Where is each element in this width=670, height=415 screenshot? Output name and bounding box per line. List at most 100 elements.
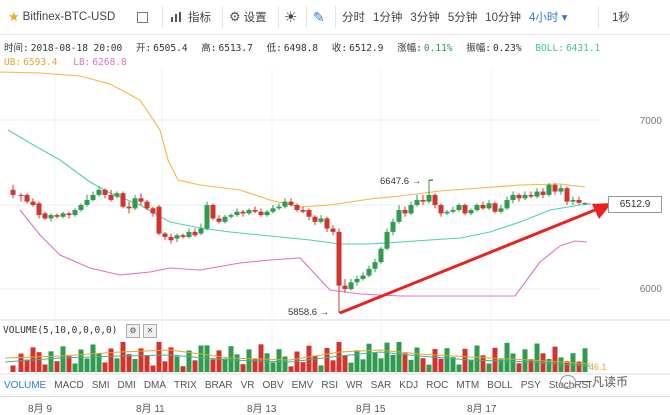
- volume-bar: [336, 342, 342, 372]
- volume-bar: [516, 363, 522, 372]
- volume-bar: [444, 348, 450, 372]
- period-tabs: 分时 1分钟 3分钟 5分钟 10分钟 4小时 ▾: [338, 0, 571, 34]
- indicator-tab[interactable]: SMI: [91, 379, 110, 391]
- candle-body: [510, 194, 516, 200]
- volume-bar: [300, 362, 306, 372]
- volume-ma-line: [4, 351, 591, 367]
- volume-bar: [384, 342, 390, 372]
- candle-body: [258, 211, 264, 216]
- period-tab[interactable]: 5分钟: [447, 12, 478, 24]
- candle-body: [276, 206, 282, 209]
- indicator-tab[interactable]: DMI: [117, 379, 136, 391]
- lower-band-line: [19, 209, 588, 297]
- candle-body: [432, 194, 438, 205]
- volume-bar: [264, 353, 270, 372]
- candle-body: [558, 188, 564, 192]
- volume-bar: [180, 366, 186, 372]
- candle-body: [576, 199, 582, 203]
- volume-bar: [198, 345, 204, 372]
- candle-body: [66, 213, 72, 216]
- candle-body: [492, 203, 498, 212]
- candle-body: [108, 194, 114, 200]
- indicator-tab[interactable]: RSI: [321, 379, 338, 391]
- candle-body: [456, 205, 462, 211]
- candle-body: [162, 233, 168, 237]
- indicator-tab[interactable]: OBV: [262, 379, 284, 391]
- period-tab[interactable]: 分时: [342, 12, 365, 24]
- candle-body: [18, 194, 24, 196]
- volume-bar: [498, 359, 504, 372]
- volume-bar: [432, 349, 438, 372]
- candle-body: [402, 210, 408, 214]
- indicator-tab[interactable]: MTM: [456, 379, 480, 391]
- settings-button[interactable]: ⚙ 设置: [229, 0, 267, 34]
- indicator-tab[interactable]: EMV: [291, 379, 314, 391]
- boll-label: BOLL:: [535, 43, 564, 54]
- candle-body: [24, 194, 30, 202]
- x-label: 8月 15: [356, 404, 386, 415]
- indicator-button[interactable]: 指标: [170, 0, 211, 34]
- volume-value: 46.1: [589, 362, 607, 372]
- volume-bar: [132, 359, 138, 372]
- indicator-tab[interactable]: MACD: [54, 379, 84, 391]
- candle-body: [390, 221, 396, 232]
- volume-bar: [576, 361, 582, 372]
- volume-bar: [396, 342, 402, 372]
- close-icon[interactable]: ✕: [143, 324, 157, 338]
- volume-bar: [270, 362, 276, 372]
- indicator-tab[interactable]: VOLUME: [4, 379, 47, 391]
- lb-label: LB:: [73, 57, 91, 68]
- theme-toggle[interactable]: ☀: [284, 0, 297, 34]
- draw-tool-button[interactable]: ✎: [313, 0, 325, 34]
- volume-bar: [90, 344, 96, 372]
- indicator-tab[interactable]: KDJ: [399, 379, 419, 391]
- volume-bar: [216, 350, 222, 372]
- change-value: 0.11%: [423, 43, 453, 54]
- interval-selector[interactable]: 1秒: [612, 0, 630, 34]
- indicator-tab[interactable]: VR: [240, 379, 255, 391]
- candle-body: [420, 199, 426, 202]
- candle-body: [348, 282, 354, 289]
- candle-body: [336, 231, 342, 286]
- candle-body: [282, 201, 288, 207]
- star-icon[interactable]: ★: [8, 9, 20, 24]
- period-tab[interactable]: 3分钟: [410, 12, 440, 24]
- amp-value: 0.23%: [492, 43, 522, 54]
- candle-body: [450, 210, 456, 212]
- volume-bar: [120, 342, 126, 372]
- volume-label: VOLUME(5,10,0,0,0,0): [3, 325, 118, 336]
- volume-bar: [60, 346, 66, 372]
- candle-body: [222, 216, 228, 222]
- indicator-tab[interactable]: ROC: [426, 379, 449, 391]
- candle-body: [570, 199, 576, 202]
- period-tab[interactable]: 10分钟: [485, 12, 522, 24]
- candle-body: [48, 215, 54, 219]
- symbol-selector[interactable]: ★ Bitfinex-BTC-USD: [8, 0, 149, 34]
- volume-bar: [552, 346, 558, 372]
- copy-icon[interactable]: [137, 11, 149, 23]
- candle-body: [444, 211, 450, 214]
- period-tab[interactable]: 4小时 ▾: [529, 12, 568, 24]
- indicator-tab[interactable]: TRIX: [174, 379, 197, 391]
- volume-bar: [30, 347, 36, 372]
- volume-bar: [240, 364, 246, 372]
- period-tab[interactable]: 1分钟: [373, 12, 403, 24]
- volume-ma-line: [4, 349, 591, 365]
- gear-icon[interactable]: ⚙: [126, 324, 140, 338]
- x-label: 8月 17: [467, 404, 497, 415]
- indicator-tab[interactable]: SAR: [370, 379, 392, 391]
- candle-body: [504, 199, 510, 209]
- indicator-tab[interactable]: PSY: [520, 379, 541, 391]
- sun-icon: ☀: [284, 9, 298, 26]
- volume-bar: [528, 359, 534, 372]
- indicator-tab[interactable]: DMA: [143, 379, 167, 391]
- indicator-tab[interactable]: BOLL: [487, 379, 513, 391]
- candle-body: [234, 211, 240, 216]
- volume-bar: [456, 364, 462, 372]
- middle-band-line: [7, 129, 591, 245]
- volume-bar: [258, 344, 264, 372]
- volume-bar: [150, 365, 156, 372]
- candle-body: [138, 198, 144, 202]
- indicator-tab[interactable]: BRAR: [204, 379, 233, 391]
- indicator-tab[interactable]: WR: [346, 379, 363, 391]
